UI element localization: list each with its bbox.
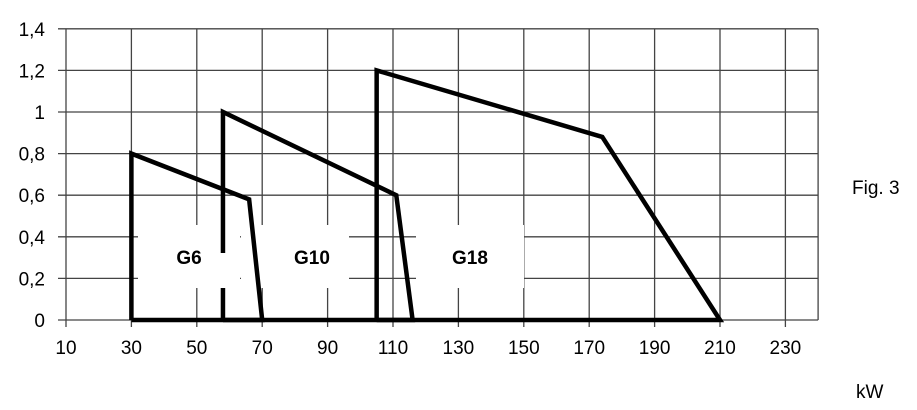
series-g18	[374, 67, 725, 323]
series-label-g10: G10	[294, 248, 330, 269]
x-tick-label: 70	[252, 338, 273, 359]
label-mask	[416, 225, 524, 288]
x-axis-ticks: 10 30 50 70 90 110 130 150 170 190 210 230	[55, 338, 801, 359]
figure-label: Fig. 3	[852, 178, 900, 199]
x-tick-label: 90	[317, 338, 338, 359]
x-tick-label: 230	[770, 338, 802, 359]
series-label-g18: G18	[452, 248, 488, 269]
x-axis-unit: kW	[856, 382, 884, 403]
series-g6	[129, 150, 265, 323]
y-tick-label: 0,6	[19, 186, 45, 207]
x-tick-label: 150	[508, 338, 540, 359]
y-tick-label: 1,2	[19, 61, 45, 82]
series-labels: G6 G10 G18	[176, 248, 488, 269]
y-tick-label: 0,8	[19, 145, 45, 166]
x-tick-label: 170	[573, 338, 605, 359]
y-tick-label: 1	[34, 103, 45, 124]
y-tick-label: 0,4	[19, 228, 46, 249]
x-tick-label: 10	[55, 338, 76, 359]
x-tick-label: 190	[639, 338, 671, 359]
y-tick-label: 0,2	[19, 269, 45, 290]
y-tick-label: 0	[34, 311, 45, 332]
series-g10	[220, 108, 416, 323]
series-label-g6: G6	[176, 248, 201, 269]
x-tick-label: 130	[443, 338, 475, 359]
grid-lines	[58, 28, 819, 327]
x-tick-label: 210	[704, 338, 736, 359]
x-tick-label: 30	[121, 338, 142, 359]
y-axis-ticks: 0 0,2 0,4 0,6 0,8 1 1,2 1,4	[19, 20, 46, 332]
series-lines	[129, 67, 725, 323]
y-tick-label: 1,4	[19, 20, 46, 41]
x-tick-label: 110	[378, 338, 408, 359]
label-mask	[215, 253, 231, 288]
x-tick-label: 50	[186, 338, 207, 359]
